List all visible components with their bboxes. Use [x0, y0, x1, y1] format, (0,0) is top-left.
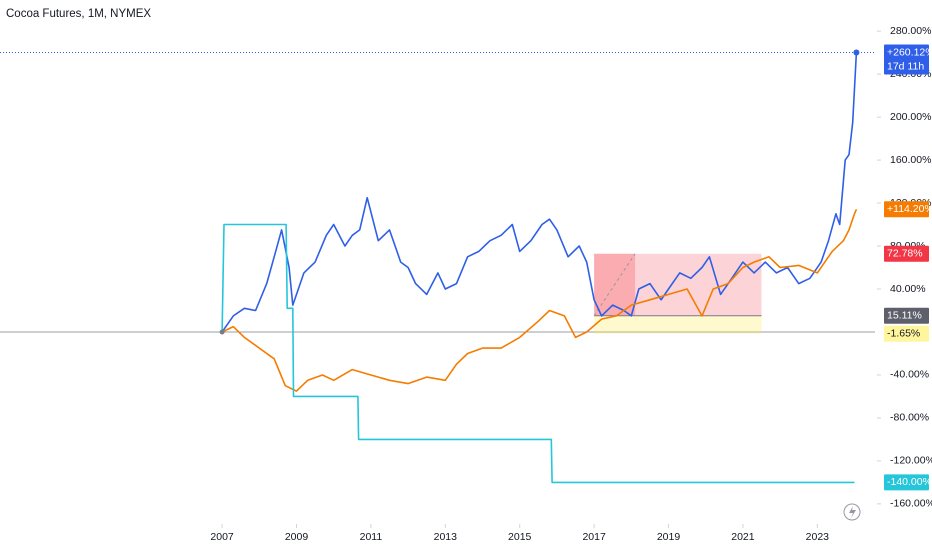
icon [849, 506, 856, 518]
x-tick-label: 2007 [210, 531, 234, 543]
chart-title: Cocoa Futures, 1M, NYMEX [6, 8, 151, 20]
progress-line [593, 253, 636, 317]
series-line [221, 208, 858, 392]
target-label-box [884, 245, 929, 262]
last-value-label-box [884, 44, 929, 75]
x-tick-label: 2015 [508, 531, 532, 543]
x-tick-label: 2019 [657, 531, 681, 543]
y-tick-label: -160.00% [890, 498, 932, 510]
last-value-label: +260.12% [887, 46, 932, 58]
last-value-label-box [884, 474, 929, 491]
y-tick-label: 160.00% [890, 154, 931, 166]
x-tick-label: 2017 [582, 531, 606, 543]
entry-label: 15.11% [887, 310, 922, 322]
last-value-label: +114.20% [887, 203, 932, 215]
entry-label-box [884, 307, 929, 324]
stop-label-box [884, 325, 929, 342]
last-value-label-box [884, 201, 929, 218]
x-tick-label: 2009 [285, 531, 309, 543]
y-tick-label: 40.00% [890, 283, 926, 295]
last-value-label: -140.00% [887, 476, 932, 488]
end-dot [853, 49, 860, 56]
stop-label: -1.65% [887, 328, 920, 340]
y-tick-label: -40.00% [890, 369, 929, 381]
start-dot [219, 329, 225, 335]
countdown: 17d 11h [887, 60, 924, 72]
series-line [221, 52, 858, 333]
target-zone [594, 253, 762, 316]
icon [843, 503, 861, 521]
x-tick-label: 2011 [360, 531, 383, 543]
target-label: 72.78% [887, 248, 923, 260]
x-tick-label: 2013 [434, 531, 458, 543]
y-tick-label: -120.00% [890, 455, 932, 467]
x-tick-label: 2023 [806, 531, 830, 543]
y-tick-label: -80.00% [890, 412, 929, 424]
y-tick-label: 200.00% [890, 111, 931, 123]
series-line [221, 223, 855, 484]
y-tick-label: 280.00% [890, 25, 931, 37]
stop-zone [594, 315, 762, 334]
x-tick-label: 2021 [731, 531, 755, 543]
